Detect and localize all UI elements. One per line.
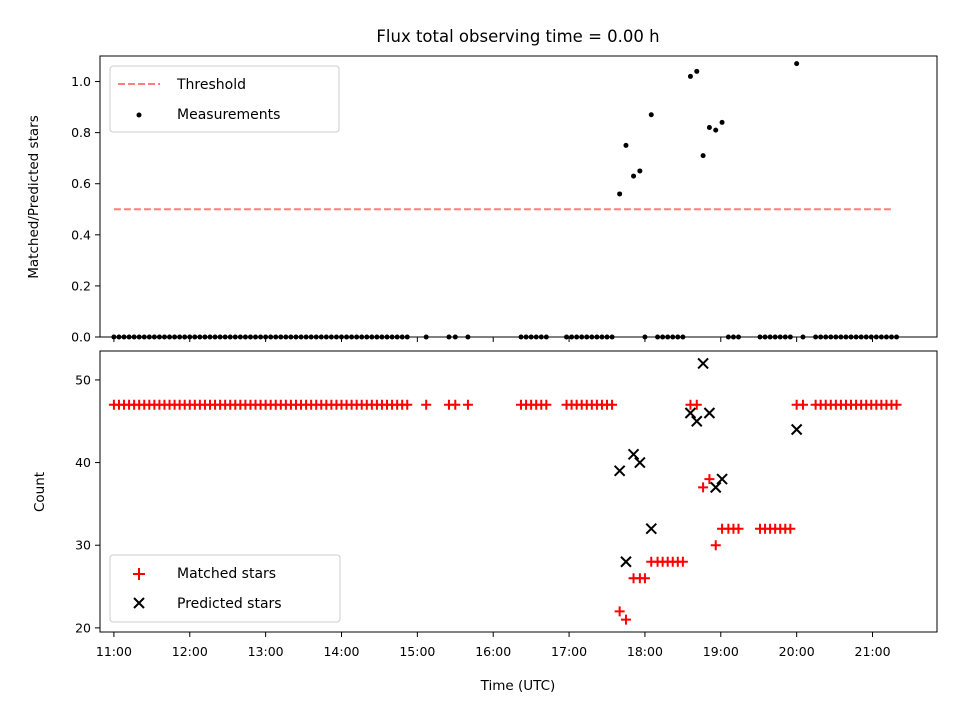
top-y-tick-label: 0.0: [71, 330, 91, 345]
bottom-y-tick-label: 40: [75, 455, 91, 470]
legend-predicted-label: Predicted stars: [177, 596, 282, 612]
legend-predicted-swatch: [133, 597, 145, 609]
matched-star-point: [639, 573, 650, 584]
bottom-y-axis-label: Count: [32, 472, 48, 512]
matched-star-point: [704, 474, 715, 485]
measurement-point: [713, 127, 719, 133]
x-tick-label: 19:00: [703, 644, 739, 659]
predicted-star-point: [620, 556, 632, 568]
predicted-star-point: [691, 415, 703, 427]
bottom-legend: Matched stars Predicted stars: [109, 554, 341, 623]
x-tick-label: 14:00: [323, 644, 359, 659]
bottom-y-tick-label: 50: [75, 372, 91, 387]
chart-title: Flux total observing time = 0.00 h: [376, 27, 659, 46]
measurement-point: [617, 191, 623, 197]
predicted-star-point: [627, 448, 640, 461]
predicted-star-point: [613, 465, 626, 477]
top-y-tick-label: 0.2: [71, 278, 91, 293]
matched-star-point: [797, 399, 808, 410]
measurement-point: [687, 73, 693, 79]
bottom-marks: [108, 357, 902, 625]
x-tick-label: 17:00: [551, 644, 587, 659]
matched-star-point: [450, 399, 461, 410]
matched-star-point: [462, 399, 473, 410]
x-tick-label: 15:00: [399, 644, 435, 659]
top-y-tick-label: 0.4: [71, 227, 91, 242]
matched-star-point: [607, 399, 618, 410]
matched-star-point: [541, 399, 552, 410]
predicted-star-point: [634, 456, 646, 469]
matched-star-point: [733, 523, 744, 534]
x-tick-label: 20:00: [779, 644, 815, 659]
predicted-star-point: [710, 481, 722, 494]
measurement-point: [623, 142, 629, 148]
x-tick-label: 18:00: [627, 644, 663, 659]
matched-star-point: [677, 556, 688, 567]
top-legend: Threshold Measurements: [109, 65, 340, 133]
measurement-point: [631, 173, 637, 179]
measurement-point: [794, 61, 800, 67]
bottom-legend-box: [109, 554, 341, 623]
legend-matched-label: Matched stars: [177, 566, 276, 582]
top-x-ticks: [113, 337, 874, 342]
matched-star-point: [691, 399, 702, 410]
predicted-star-point: [684, 407, 697, 419]
x-axis-label: Time (UTC): [480, 678, 556, 694]
top-y-ticks: 0.0 0.2 0.4 0.6 0.8 1.0: [71, 74, 100, 345]
predicted-star-point: [703, 407, 716, 419]
legend-matched-swatch: [133, 568, 145, 580]
top-axes-frame: [99, 55, 938, 338]
bottom-y-tick-label: 30: [75, 538, 91, 553]
measurement-point: [648, 112, 654, 118]
measurement-point: [706, 125, 712, 131]
x-tick-label: 16:00: [475, 644, 511, 659]
bottom-x-ticks: 11:00 12:00 13:00 14:00 15:00 16:00 17:00 18:00…: [96, 632, 891, 659]
top-y-tick-label: 0.6: [71, 176, 91, 191]
x-tick-label: 12:00: [172, 644, 208, 659]
x-tick-label: 11:00: [96, 644, 132, 659]
predicted-star-point: [697, 357, 709, 370]
matched-star-point: [421, 399, 432, 410]
bottom-y-tick-label: 20: [75, 620, 91, 635]
matched-star-point: [891, 399, 902, 410]
predicted-star-point: [790, 423, 803, 436]
measurement-point: [700, 153, 706, 159]
matched-star-point: [402, 399, 413, 410]
x-tick-label: 21:00: [855, 644, 891, 659]
measurement-point: [637, 168, 643, 174]
legend-measurements-label: Measurements: [177, 107, 280, 123]
matched-star-point: [620, 614, 631, 625]
top-panel: 0.0 0.2 0.4 0.6 0.8 1.0 Matched/Predicted sta…: [26, 55, 938, 345]
measurement-point: [694, 68, 700, 74]
bottom-panel: 11:00 12:00 13:00 14:00 15:00 16:00 17:00 18:00…: [32, 350, 938, 694]
legend-threshold-label: Threshold: [176, 77, 246, 93]
bottom-axes-frame: [99, 350, 938, 633]
bottom-y-ticks: 20 30 40 50: [75, 372, 100, 635]
matched-star-point: [614, 606, 625, 617]
top-y-axis-label: Matched/Predicted stars: [26, 115, 42, 278]
measurement-point: [719, 119, 725, 125]
matched-star-point: [785, 523, 796, 534]
x-tick-label: 13:00: [248, 644, 284, 659]
legend-measurements-swatch: [136, 112, 142, 118]
matched-star-point: [710, 540, 721, 551]
matched-star-point: [698, 482, 709, 493]
predicted-star-point: [645, 522, 657, 535]
predicted-star-point: [716, 473, 728, 485]
top-y-tick-label: 1.0: [71, 74, 91, 89]
top-legend-box: [109, 65, 340, 133]
top-y-tick-label: 0.8: [71, 125, 91, 140]
